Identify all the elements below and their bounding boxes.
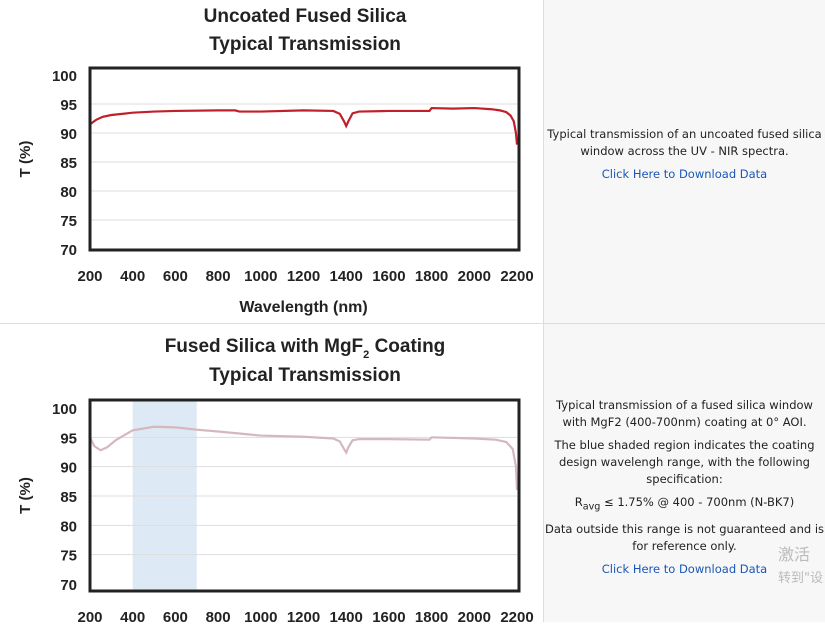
- x-tick-label: 800: [206, 609, 231, 622]
- chart-mgf2: Fused Silica with MgF2 Coating Typical Tr…: [17, 336, 534, 626]
- x-tick-label: 1600: [372, 268, 405, 285]
- x-tick-label: 200: [77, 609, 102, 622]
- spec-r: R: [574, 495, 583, 509]
- y-tick-label: 80: [60, 184, 77, 201]
- x-tick-label: 200: [77, 268, 102, 285]
- y-tick-label: 75: [60, 548, 77, 565]
- plot-frame: [88, 66, 521, 252]
- x-tick-label: 1400: [330, 268, 363, 285]
- spec-sub: avg: [582, 501, 601, 513]
- y-tick-label: 95: [60, 97, 77, 114]
- info-panel-uncoated: Typical transmission of an uncoated fuse…: [544, 0, 825, 323]
- spec-value: ≤ 1.75% @ 400 - 700nm (N-BK7): [600, 495, 795, 509]
- description-shaded: The blue shaded region indicates the coa…: [554, 438, 815, 486]
- download-data-link[interactable]: Click Here to Download Data: [601, 562, 768, 577]
- y-axis-label: T (%): [17, 141, 34, 178]
- y-tick-label: 95: [60, 430, 77, 447]
- note: Data outside this range is not guarantee…: [544, 522, 825, 554]
- y-tick-label: 70: [60, 242, 77, 259]
- y-tick-label: 100: [52, 68, 77, 85]
- y-tick-label: 70: [60, 577, 77, 594]
- x-tick-label: 1000: [244, 609, 277, 622]
- x-tick-label: 2200: [500, 268, 533, 285]
- x-tick-label: 2000: [458, 609, 491, 622]
- x-tick-label: 800: [206, 268, 231, 285]
- y-tick-label: 85: [60, 489, 77, 506]
- description: Typical transmission of an uncoated fuse…: [547, 127, 822, 158]
- watermark: 转到"设: [778, 571, 823, 586]
- chart-panel-uncoated: Uncoated Fused Silica Typical Transmissio…: [0, 0, 544, 323]
- row-mgf2: Fused Silica with MgF2 Coating Typical Tr…: [0, 323, 825, 626]
- x-tick-label: 1200: [287, 609, 320, 622]
- row-uncoated: Uncoated Fused Silica Typical Transmissio…: [0, 0, 825, 323]
- chart-subtitle: Typical Transmission: [209, 365, 401, 386]
- x-tick-label: 1800: [415, 609, 448, 622]
- x-tick-label: 1400: [330, 609, 363, 622]
- chart-subtitle: Typical Transmission: [209, 34, 401, 55]
- x-tick-label: 600: [163, 268, 188, 285]
- series-line: [89, 425, 519, 491]
- chart-title: Uncoated Fused Silica: [204, 6, 407, 27]
- x-tick-label: 1200: [287, 268, 320, 285]
- x-tick-label: 1800: [415, 268, 448, 285]
- x-tick-label: 2000: [458, 268, 491, 285]
- plot-frame: [88, 398, 521, 593]
- y-axis-label: T (%): [17, 477, 34, 514]
- download-data-link[interactable]: Click Here to Download Data: [601, 167, 768, 181]
- y-tick-label: 75: [60, 213, 77, 230]
- series-line: [89, 106, 519, 145]
- x-tick-label: 400: [120, 268, 145, 285]
- x-tick-label: 2200: [500, 609, 533, 622]
- y-tick-label: 85: [60, 155, 77, 172]
- chart-title: Fused Silica with MgF2 Coating: [165, 336, 446, 361]
- x-tick-label: 600: [163, 609, 188, 622]
- x-tick-label: 400: [120, 609, 145, 622]
- y-tick-label: 90: [60, 126, 77, 143]
- watermark: 激活: [778, 545, 811, 564]
- x-tick-label: 1600: [372, 609, 405, 622]
- y-tick-label: 90: [60, 460, 77, 477]
- y-tick-label: 80: [60, 518, 77, 535]
- chart-panel-mgf2: Fused Silica with MgF2 Coating Typical Tr…: [0, 324, 544, 626]
- x-tick-label: 1000: [244, 268, 277, 285]
- x-axis-label: Wavelength (nm): [239, 299, 367, 316]
- y-tick-label: 100: [52, 401, 77, 418]
- description: Typical transmission of a fused silica w…: [556, 398, 813, 429]
- info-panel-mgf2: Typical transmission of a fused silica w…: [544, 324, 825, 622]
- spec: Ravg ≤ 1.75% @ 400 - 700nm (N-BK7): [544, 494, 825, 515]
- chart-uncoated: Uncoated Fused Silica Typical Transmissio…: [17, 6, 534, 316]
